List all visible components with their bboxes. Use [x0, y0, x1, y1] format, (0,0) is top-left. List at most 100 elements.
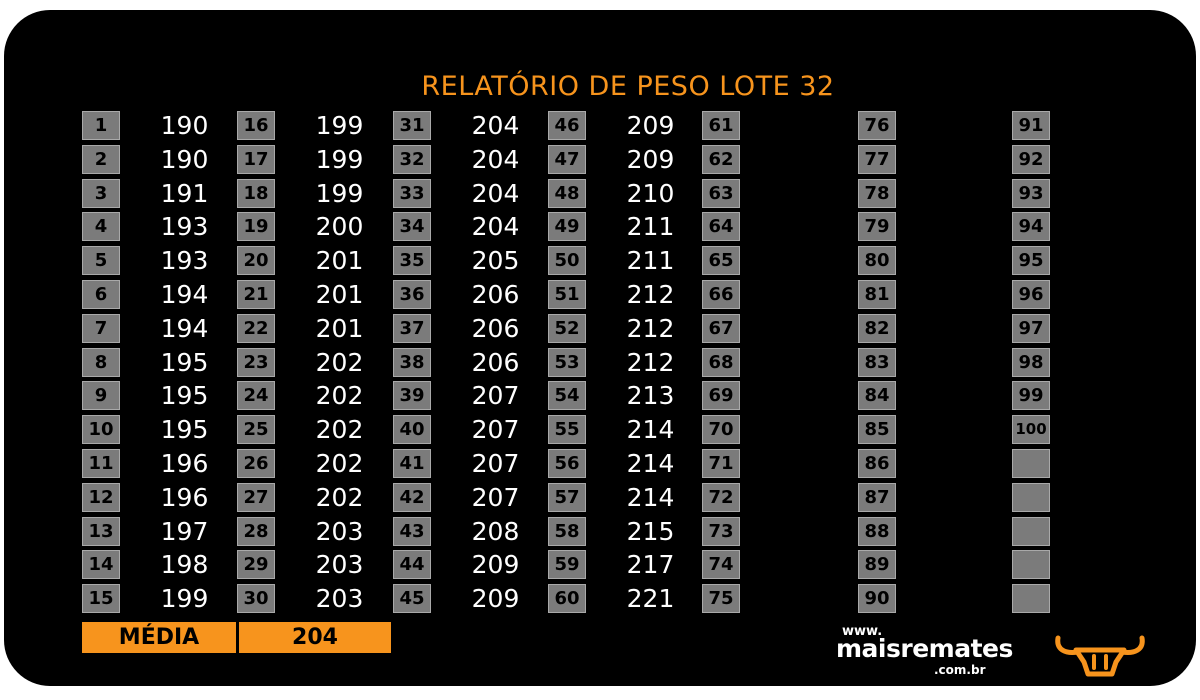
animal-weight: 203: [315, 516, 364, 546]
animal-number: 52: [548, 313, 586, 343]
animal-weight: 201: [315, 246, 364, 276]
animal-number: 37: [393, 313, 431, 343]
animal-number: 70: [702, 415, 740, 445]
animal-number: 79: [858, 212, 896, 242]
animal-number: 18: [237, 178, 275, 208]
animal-weight: 195: [160, 415, 209, 445]
animal-number: 49: [548, 212, 586, 242]
animal-number: 66: [702, 280, 740, 309]
animal-weight: 202: [315, 415, 364, 445]
animal-number: 57: [548, 482, 586, 512]
animal-number: 51: [548, 280, 586, 309]
animal-weight: 207: [471, 415, 520, 445]
animal-weight: 206: [471, 280, 520, 309]
animal-weight: 203: [315, 550, 364, 580]
animal-weight: 221: [626, 584, 675, 614]
animal-number: 62: [702, 144, 740, 174]
animal-number: 30: [237, 584, 275, 614]
report-card: RELATÓRIO DE PESO LOTE 32 1 190 2 190 3 191 4 1…: [4, 10, 1196, 686]
animal-number: 2: [82, 144, 120, 174]
animal-weight: 205: [471, 246, 520, 276]
animal-number: 25: [237, 415, 275, 445]
brand-name: maisremates: [836, 634, 1013, 663]
animal-number: 75: [702, 584, 740, 614]
animal-number: 31: [393, 111, 431, 140]
animal-weight: 201: [315, 280, 364, 309]
animal-number: 44: [393, 550, 431, 580]
average-value: 204: [292, 625, 338, 650]
animal-number: 69: [702, 381, 740, 411]
animal-weight: 212: [626, 313, 675, 343]
animal-number: 91: [1012, 111, 1050, 140]
animal-weight: 214: [626, 449, 675, 478]
animal-number: 46: [548, 111, 586, 140]
animal-number: 3: [82, 178, 120, 208]
animal-number: 8: [82, 347, 120, 377]
animal-weight: 202: [315, 482, 364, 512]
animal-number: 32: [393, 144, 431, 174]
animal-weight: 202: [315, 347, 364, 377]
animal-number: 76: [858, 111, 896, 140]
animal-weight: 191: [160, 178, 209, 208]
report-title: RELATÓRIO DE PESO LOTE 32: [421, 71, 835, 102]
animal-weight: 211: [626, 212, 675, 242]
animal-number: 88: [858, 516, 896, 546]
animal-weight: 202: [315, 381, 364, 411]
animal-number: 29: [237, 550, 275, 580]
animal-weight: 197: [160, 516, 209, 546]
animal-number: 78: [858, 178, 896, 208]
animal-weight: 209: [471, 584, 520, 614]
animal-number: 40: [393, 415, 431, 445]
animal-weight: 200: [315, 212, 364, 242]
animal-number: 95: [1012, 246, 1050, 276]
animal-number: 61: [702, 111, 740, 140]
empty-cell: [1012, 516, 1050, 546]
animal-weight: 204: [471, 212, 520, 242]
animal-weight: 196: [160, 482, 209, 512]
animal-weight: 201: [315, 313, 364, 343]
animal-number: 24: [237, 381, 275, 411]
animal-number: 59: [548, 550, 586, 580]
animal-weight: 207: [471, 449, 520, 478]
animal-number: 71: [702, 449, 740, 478]
animal-weight: 204: [471, 144, 520, 174]
animal-number: 73: [702, 516, 740, 546]
animal-number: 48: [548, 178, 586, 208]
animal-number: 22: [237, 313, 275, 343]
animal-number: 82: [858, 313, 896, 343]
animal-number: 16: [237, 111, 275, 140]
animal-weight: 206: [471, 347, 520, 377]
animal-number: 41: [393, 449, 431, 478]
animal-weight: 196: [160, 449, 209, 478]
animal-number: 84: [858, 381, 896, 411]
animal-number: 21: [237, 280, 275, 309]
animal-number: 64: [702, 212, 740, 242]
animal-number: 23: [237, 347, 275, 377]
animal-weight: 190: [160, 144, 209, 174]
animal-weight: 211: [626, 246, 675, 276]
animal-number: 90: [858, 584, 896, 614]
animal-number: 12: [82, 482, 120, 512]
animal-number: 72: [702, 482, 740, 512]
bull-head-icon: [1055, 635, 1145, 677]
animal-weight: 199: [315, 178, 364, 208]
animal-number: 11: [82, 449, 120, 478]
animal-weight: 213: [626, 381, 675, 411]
empty-cell: [1012, 584, 1050, 614]
animal-number: 54: [548, 381, 586, 411]
animal-number: 35: [393, 246, 431, 276]
animal-weight: 199: [315, 144, 364, 174]
animal-number: 5: [82, 246, 120, 276]
animal-number: 26: [237, 449, 275, 478]
animal-number: 97: [1012, 313, 1050, 343]
animal-number: 58: [548, 516, 586, 546]
animal-number: 36: [393, 280, 431, 309]
animal-number: 19: [237, 212, 275, 242]
animal-weight: 194: [160, 313, 209, 343]
animal-number: 94: [1012, 212, 1050, 242]
animal-number: 34: [393, 212, 431, 242]
animal-number: 100: [1012, 415, 1050, 445]
animal-weight: 199: [160, 584, 209, 614]
empty-cell: [1012, 449, 1050, 478]
animal-weight: 195: [160, 347, 209, 377]
